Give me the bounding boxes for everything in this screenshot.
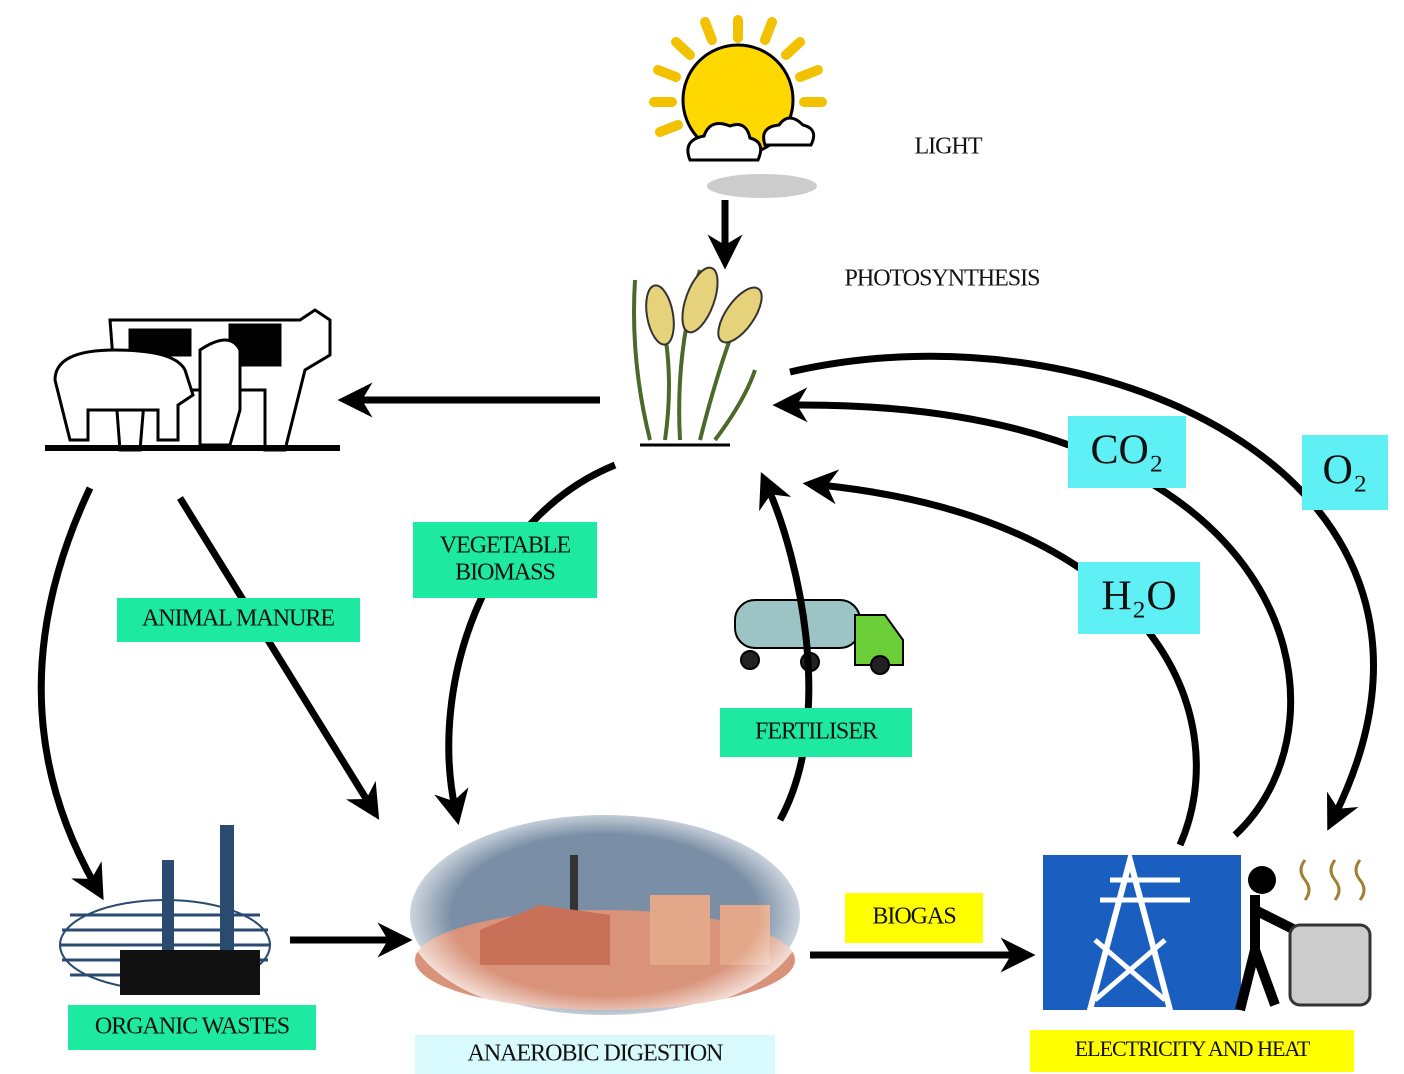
organic-wastes-label: ORGANIC WASTES: [95, 1014, 289, 1040]
fertiliser-label: FERTILISER: [755, 719, 878, 745]
sun-icon: [654, 20, 822, 198]
biogas-label: BIOGAS: [872, 904, 955, 930]
anaerobic-digestion-icon: [405, 810, 805, 1020]
co2-label: CO₂: [1091, 428, 1164, 474]
light-label: LIGHT: [915, 134, 983, 160]
o2-label: O₂: [1323, 448, 1368, 494]
anaerobic-digestion-label: ANAEROBIC DIGESTION: [468, 1041, 724, 1067]
vegetable-biomass-label: BIOMASS: [455, 560, 555, 586]
vegetable-biomass-label: VEGETABLE: [440, 533, 571, 559]
fertiliser-arrow: [768, 488, 809, 820]
waste-arrow: [41, 488, 95, 885]
animals-icon: [45, 310, 340, 450]
wheat-icon: [634, 263, 770, 445]
truck-icon: [735, 600, 903, 674]
manure-arrow: [180, 498, 370, 805]
biomass-arrow: [449, 465, 615, 808]
animal-manure-label: ANIMAL MANURE: [142, 606, 334, 632]
h2o-label: H₂O: [1101, 574, 1176, 620]
photosynthesis-label: PHOTOSYNTHESIS: [845, 266, 1040, 292]
organic-wastes-icon: [60, 825, 270, 995]
electricity-heat-label: ELECTRICITY AND HEAT: [1075, 1036, 1311, 1061]
electricity-heat-icon: [1043, 855, 1370, 1010]
diagram: LIGHT PHOTOSYNTHESIS: [0, 0, 1404, 1074]
